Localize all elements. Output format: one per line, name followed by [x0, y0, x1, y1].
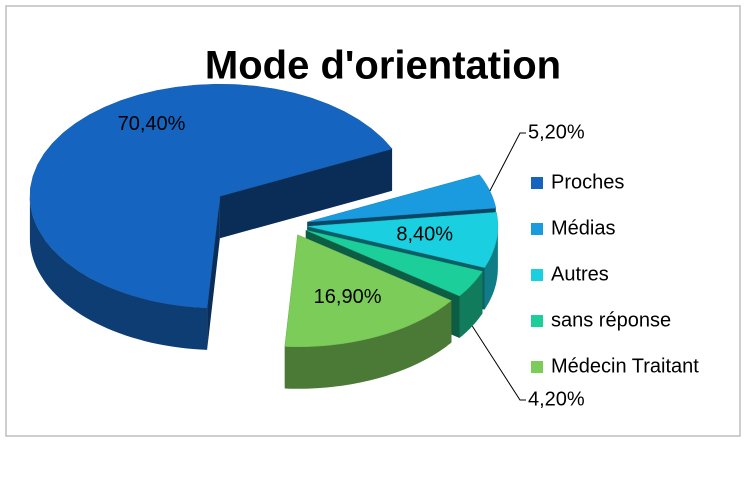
- data-label: 16,90%: [314, 286, 382, 308]
- slice: [307, 212, 499, 268]
- slice-outer-wall: [29, 196, 208, 350]
- legend-label: Médias: [551, 217, 615, 239]
- legend-label: Autres: [551, 263, 609, 285]
- leader-line: [489, 132, 526, 192]
- slice: [305, 229, 483, 297]
- leader-line: [471, 325, 526, 401]
- legend-swatch: [531, 177, 543, 189]
- data-label: 8,40%: [396, 223, 453, 245]
- slice-side-wall: [219, 148, 393, 239]
- slice: [284, 234, 452, 348]
- data-label: 5,20%: [528, 121, 585, 143]
- slice-outer-wall: [459, 271, 483, 338]
- slice: [29, 83, 393, 309]
- slice-side-wall: [207, 196, 220, 350]
- slice: [307, 174, 497, 223]
- legend-swatch: [531, 361, 543, 373]
- legend-swatch: [531, 315, 543, 327]
- data-label: 4,20%: [528, 388, 585, 410]
- chart-title: Mode d'orientation: [205, 44, 561, 88]
- legend-swatch: [531, 269, 543, 281]
- data-label: 70,40%: [118, 113, 186, 135]
- legend-label: sans réponse: [551, 309, 671, 331]
- pie: 70,40% 5,20% 8,40% 4,20% 16,90%: [29, 83, 585, 410]
- legend-label: Proches: [551, 171, 624, 193]
- legend-swatch: [531, 223, 543, 235]
- legend: Proches Médias Autres sans réponse Médecin T…: [531, 171, 699, 377]
- legend-label: Médecin Traitant: [551, 355, 699, 377]
- slice-outer-wall: [284, 300, 452, 389]
